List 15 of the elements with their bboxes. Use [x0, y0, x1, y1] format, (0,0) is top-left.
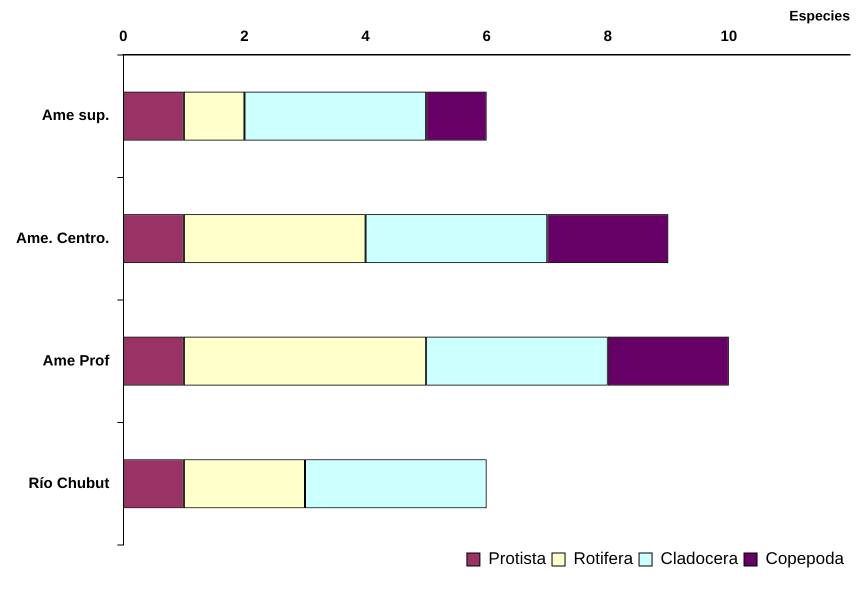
x-tick-label: 4 [361, 28, 370, 45]
y-tick-label: Ame sup. [42, 107, 110, 124]
x-axis-title: Especies [789, 7, 850, 24]
x-tick-label: 2 [240, 28, 249, 45]
legend-label: Copepoda [766, 549, 845, 568]
x-tick-label: 6 [482, 28, 491, 45]
x-tick-label: 0 [119, 28, 128, 45]
y-tick-label: Ame. Centro. [16, 230, 110, 247]
y-tick-label: Río Chubut [28, 474, 110, 492]
legend-label: Cladocera [660, 549, 739, 568]
x-tick-label: 8 [604, 28, 612, 45]
legend-label: Rotifera [574, 549, 634, 568]
y-tick-label: Ame Prof [42, 352, 110, 370]
legend-label: Protista [488, 549, 547, 568]
x-tick-label: 10 [720, 28, 738, 45]
